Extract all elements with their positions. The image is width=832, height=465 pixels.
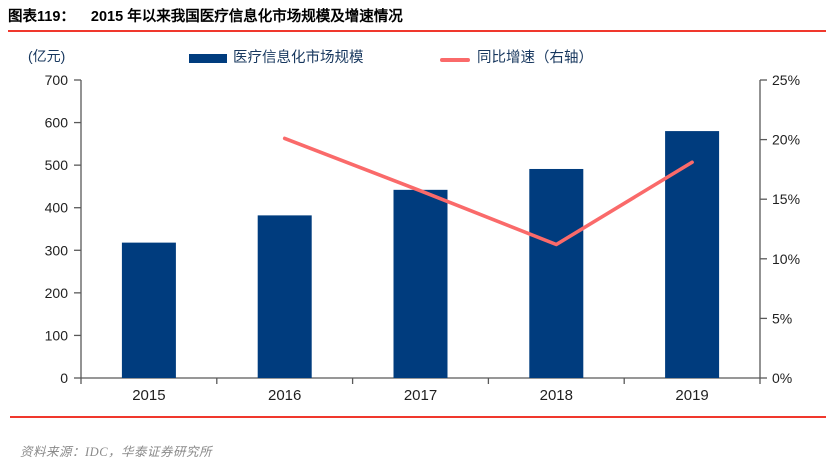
right-tick-label: 20% xyxy=(772,132,800,148)
right-tick-label: 5% xyxy=(772,310,792,326)
legend-bar-swatch-icon xyxy=(189,54,227,63)
legend-line-swatch-icon xyxy=(440,58,470,62)
bar-2016 xyxy=(257,215,312,378)
right-tick-label: 15% xyxy=(772,191,800,207)
right-tick-label: 10% xyxy=(772,251,800,267)
left-tick-label: 400 xyxy=(45,200,69,216)
figure-number-label: 图表119： xyxy=(8,9,75,25)
left-tick-label: 500 xyxy=(45,157,69,173)
footer-divider xyxy=(10,416,826,418)
left-tick-label: 0 xyxy=(60,370,68,386)
bar-2019 xyxy=(665,131,720,378)
x-category-label: 2019 xyxy=(675,387,708,404)
bar-2017 xyxy=(393,189,448,378)
title-underline xyxy=(8,30,826,32)
x-category-label: 2015 xyxy=(132,387,165,404)
bar-2015 xyxy=(121,242,176,378)
legend-line-label: 同比增速（右轴） xyxy=(477,50,593,66)
left-tick-label: 700 xyxy=(45,72,69,88)
chart-canvas: 0 100 200 300 400 500 600 700 0% 5% 10% 15% 20% 25% 20… xyxy=(45,72,800,404)
right-tick-label: 0% xyxy=(772,370,792,386)
legend-bar-label: 医疗信息化市场规模 xyxy=(233,50,364,66)
left-tick-label: 300 xyxy=(45,242,69,258)
x-category-label: 2016 xyxy=(268,387,301,404)
left-tick-label: 100 xyxy=(45,327,69,343)
left-tick-label: 600 xyxy=(45,115,69,131)
bar-2018 xyxy=(529,168,584,378)
x-category-label: 2017 xyxy=(404,387,437,404)
figure-title: 图表119： 2015 年以来我国医疗信息化市场规模及增速情况 xyxy=(8,6,828,28)
source-note: 资料来源：IDC，华泰证券研究所 xyxy=(20,445,213,459)
right-tick-label: 25% xyxy=(772,72,800,88)
growth-line xyxy=(282,136,694,247)
x-category-label: 2018 xyxy=(540,387,573,404)
page-title: 2015 年以来我国医疗信息化市场规模及增速情况 xyxy=(90,9,403,25)
left-axis-unit-label: (亿元) xyxy=(28,48,66,64)
left-tick-label: 200 xyxy=(45,285,69,301)
